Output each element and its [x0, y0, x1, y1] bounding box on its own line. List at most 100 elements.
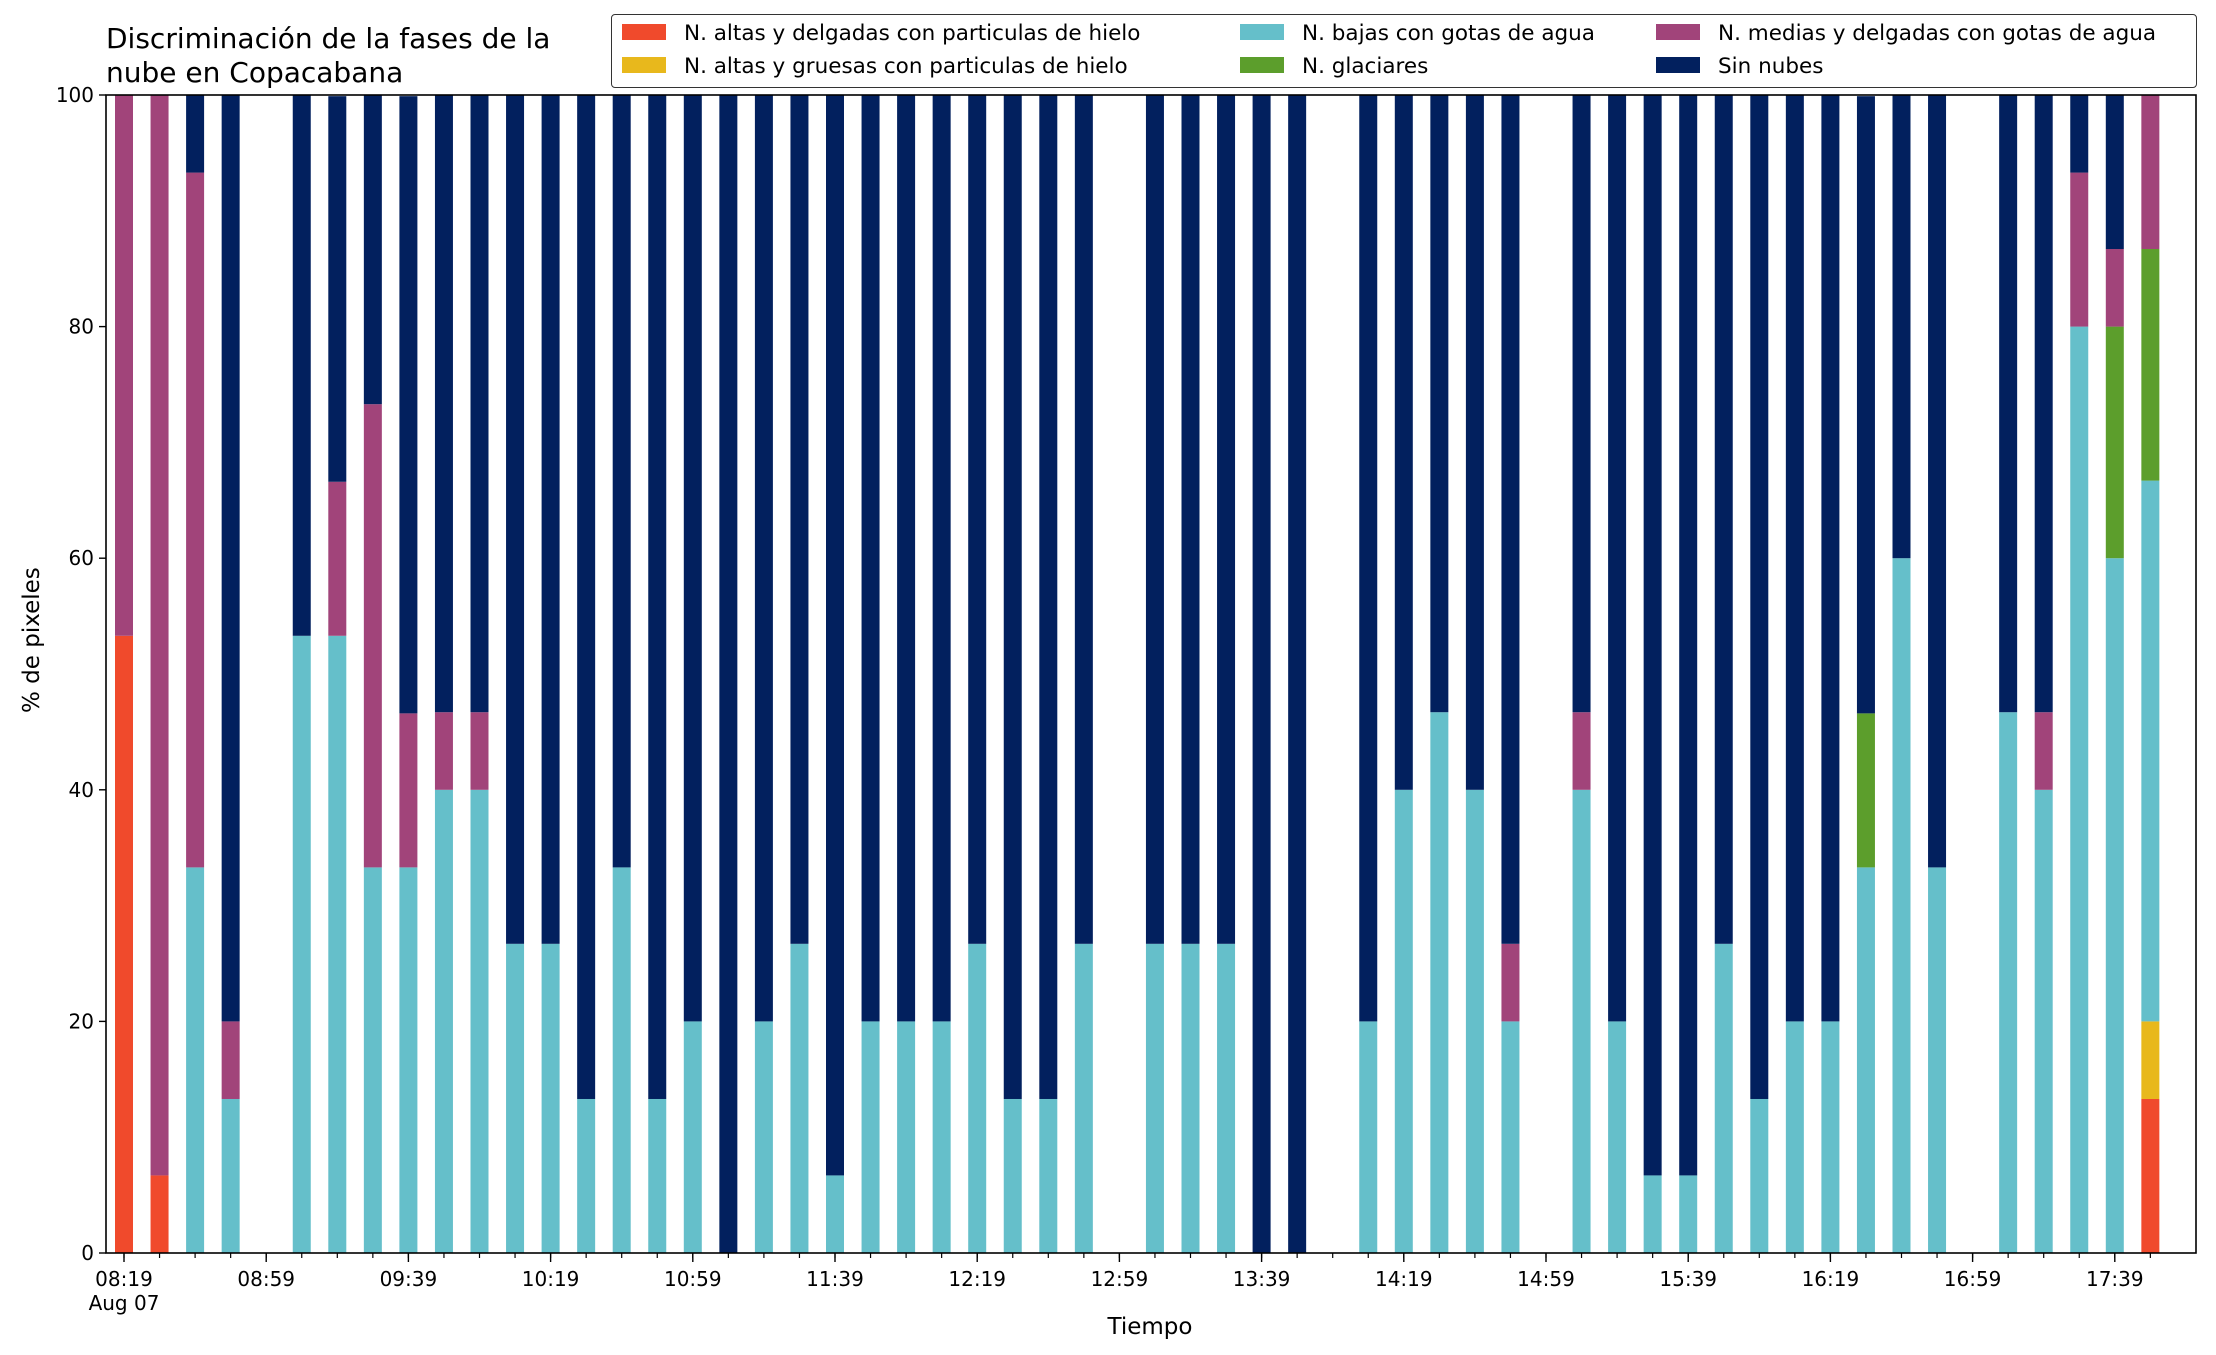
bar-segment [790, 943, 809, 1253]
bar-segment [470, 95, 489, 713]
x-tick-label: 13:39 [1233, 1267, 1291, 1291]
bar-segment [1785, 95, 1804, 1022]
bar-segment [2105, 326, 2124, 559]
bar-segment [1501, 95, 1520, 944]
bar-segment [1430, 712, 1449, 1253]
bar-segment [2034, 712, 2053, 790]
x-tick-label: 08:59 [237, 1267, 295, 1291]
bar-segment [2034, 789, 2053, 1253]
y-tick-label: 60 [69, 546, 94, 570]
bar-segment [1003, 1098, 1022, 1253]
x-tick-label: 08:19 [95, 1267, 153, 1291]
bar-segment [186, 172, 205, 868]
bar-segment [968, 95, 987, 944]
bar-segment [1679, 1175, 1698, 1253]
bars-layer [115, 95, 2160, 1254]
x-axis-label: Tiempo [1107, 1314, 1193, 1340]
bar-segment [2070, 172, 2089, 327]
legend-label: Sin nubes [1718, 54, 1824, 79]
bar-segment [861, 95, 880, 1022]
bar-segment [1999, 95, 2018, 713]
bar-segment [150, 1175, 169, 1253]
x-tick-label: 10:59 [664, 1267, 722, 1291]
bar-segment [115, 95, 133, 636]
x-tick-label: 16:19 [1802, 1267, 1860, 1291]
bar-segment [1608, 95, 1627, 1022]
legend-item: N. glaciares [1240, 54, 1428, 80]
chart-legend: N. altas y delgadas con particulas de hi… [611, 14, 2197, 88]
bar-segment [470, 712, 489, 790]
bar-segment [1217, 95, 1236, 944]
bar-segment [1608, 1021, 1627, 1253]
bar-segment [470, 789, 489, 1253]
bar-segment [2141, 249, 2160, 481]
bar-segment [612, 95, 631, 868]
bar-segment [2141, 1021, 2160, 1099]
y-axis-label: % de pixeles [19, 567, 45, 713]
legend-label: N. bajas con gotas de agua [1302, 21, 1595, 46]
bar-segment [434, 789, 453, 1253]
bar-segment [328, 96, 347, 482]
legend-item: N. bajas con gotas de agua [1240, 21, 1595, 47]
bar-segment [1430, 95, 1449, 713]
bar-segment [861, 1021, 880, 1253]
bar-segment [1572, 95, 1591, 713]
bar-segment [186, 867, 205, 1253]
bar-segment [2070, 326, 2089, 1254]
bar-segment [1892, 95, 1911, 559]
bar-segment [2141, 480, 2160, 1022]
legend-swatch [1656, 57, 1700, 73]
bar-segment [1572, 789, 1591, 1253]
bar-segment [2105, 558, 2124, 1253]
x-tick-label: 15:39 [1659, 1267, 1717, 1291]
x-tick-label: 16:59 [1944, 1267, 2002, 1291]
bar-segment [683, 1021, 702, 1253]
bar-segment [115, 635, 133, 1253]
bar-segment [363, 404, 382, 868]
bar-segment [1217, 943, 1236, 1253]
bar-segment [826, 1175, 844, 1253]
bar-segment [328, 635, 347, 1253]
bar-segment [1714, 943, 1733, 1253]
bar-segment [968, 943, 987, 1253]
bar-segment [932, 1021, 951, 1253]
bar-segment [1750, 1098, 1769, 1253]
legend-label: N. altas y gruesas con particulas de hie… [684, 54, 1128, 79]
x-tick-label: 14:19 [1375, 1267, 1433, 1291]
bar-segment [754, 1021, 773, 1253]
legend-item: N. medias y delgadas con gotas de agua [1656, 21, 2156, 47]
bar-segment [1145, 95, 1164, 944]
y-tick-label: 80 [69, 315, 94, 339]
bar-segment [221, 95, 240, 1022]
legend-swatch [1240, 24, 1284, 40]
bar-segment [1288, 95, 1307, 1253]
bar-segment [683, 95, 702, 1022]
x-tick-label: 09:39 [380, 1267, 438, 1291]
bar-segment [1003, 95, 1022, 1099]
x-tick-label: 14:59 [1517, 1267, 1575, 1291]
bar-segment [363, 867, 382, 1253]
bar-segment [826, 95, 844, 1176]
chart-title: Discriminación de la fases de la nube en… [106, 22, 551, 89]
bar-segment [1359, 1021, 1378, 1253]
bar-segment [1465, 95, 1484, 790]
bar-segment [434, 712, 453, 790]
bar-segment [1856, 713, 1875, 868]
bar-segment [1145, 943, 1164, 1253]
y-tick-label: 0 [81, 1241, 94, 1265]
bar-segment [399, 96, 418, 714]
bar-segment [897, 1021, 916, 1253]
bar-segment [399, 867, 418, 1253]
legend-item: Sin nubes [1656, 54, 1823, 80]
legend-item: N. altas y delgadas con particulas de hi… [622, 21, 1140, 47]
bar-segment [363, 95, 382, 405]
bar-segment [150, 95, 169, 1176]
bar-segment [186, 95, 205, 173]
bar-segment [612, 867, 631, 1253]
y-tick-label: 40 [69, 778, 94, 802]
bar-segment [506, 95, 525, 944]
bar-segment [1252, 95, 1271, 1253]
bar-segment [932, 95, 951, 1022]
bar-segment [2034, 95, 2053, 713]
